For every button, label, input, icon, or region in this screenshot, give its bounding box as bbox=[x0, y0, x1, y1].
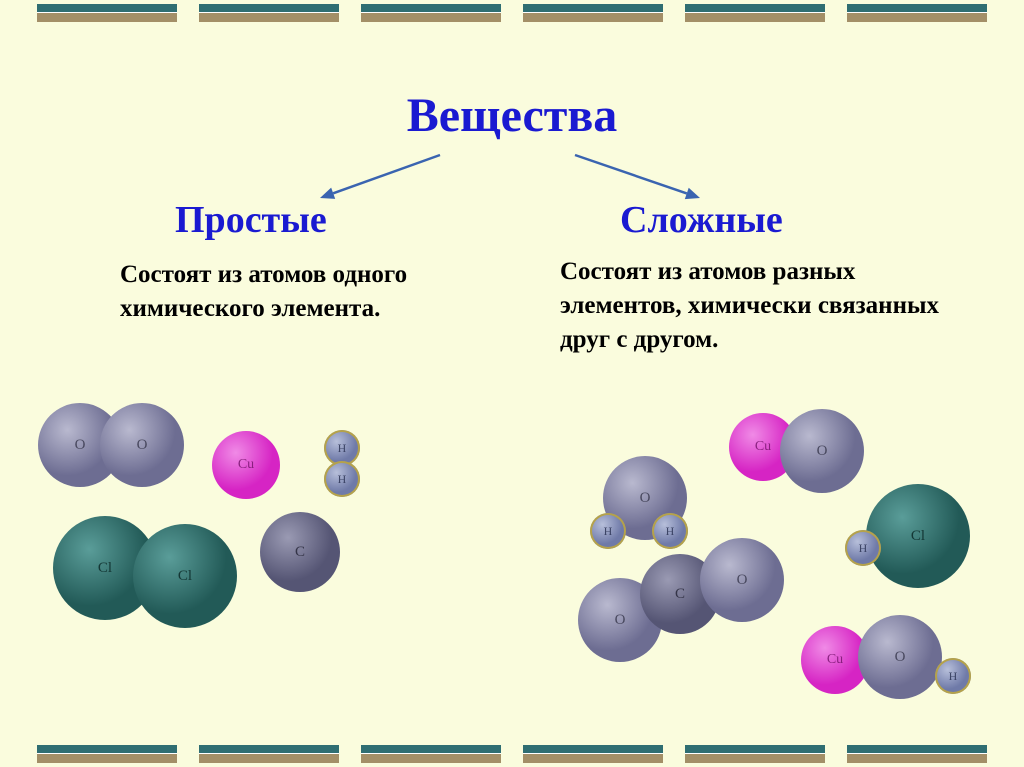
border-segment bbox=[685, 745, 825, 763]
border-segment bbox=[523, 4, 663, 22]
right-description: Состоят из атомов разных элементов, хими… bbox=[560, 255, 950, 356]
border-segment bbox=[199, 745, 339, 763]
left-description: Состоят из атомов одного химического эле… bbox=[120, 258, 440, 326]
border-top bbox=[0, 4, 1024, 22]
border-segment bbox=[199, 4, 339, 22]
border-segment bbox=[37, 4, 177, 22]
border-bottom bbox=[0, 745, 1024, 763]
border-segment bbox=[361, 4, 501, 22]
left-subtitle: Простые bbox=[175, 198, 327, 242]
border-segment bbox=[847, 745, 987, 763]
border-segment bbox=[523, 745, 663, 763]
border-segment bbox=[37, 745, 177, 763]
border-segment bbox=[685, 4, 825, 22]
right-subtitle: Сложные bbox=[620, 198, 783, 242]
border-segment bbox=[847, 4, 987, 22]
border-segment bbox=[361, 745, 501, 763]
page-title: Вещества bbox=[0, 88, 1024, 143]
